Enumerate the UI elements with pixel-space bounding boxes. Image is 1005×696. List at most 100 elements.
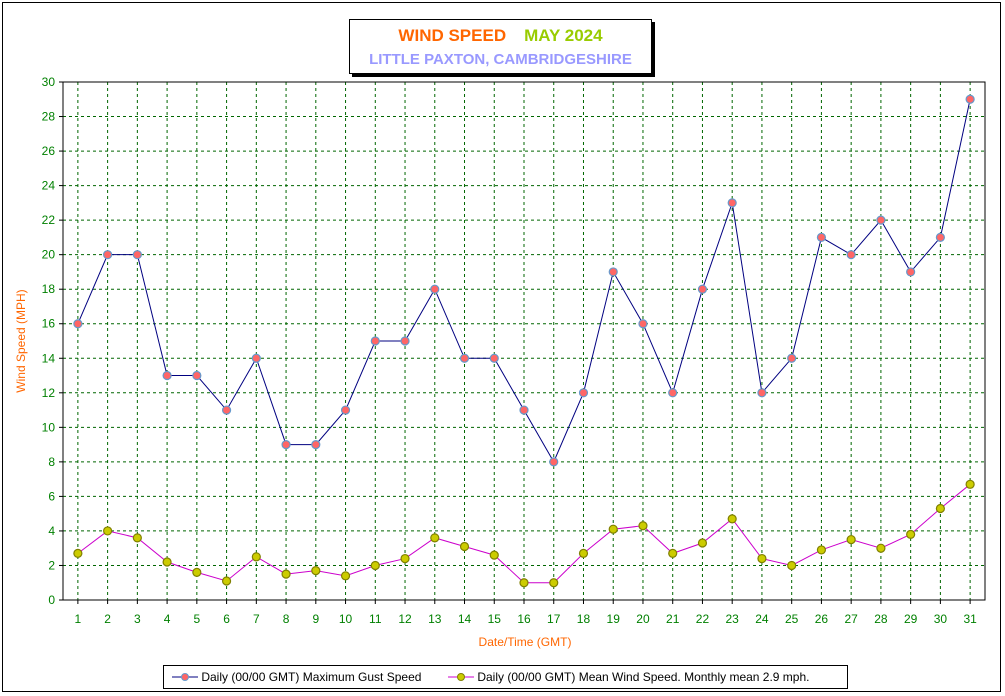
y-tick-label: 2 [48, 558, 55, 572]
y-tick-label: 30 [42, 75, 56, 89]
data-point-0 [162, 370, 172, 381]
data-point-0 [73, 319, 83, 329]
x-tick-label: 9 [312, 612, 319, 626]
data-point-1 [311, 566, 321, 576]
y-tick-label: 0 [48, 593, 55, 607]
x-tick-label: 30 [934, 612, 948, 626]
legend-item-gust: Daily (00/00 GMT) Maximum Gust Speed [172, 670, 421, 685]
data-point-0 [787, 353, 797, 363]
data-point-0 [549, 457, 559, 467]
chart-subtitle: LITTLE PAXTON, CAMBRIDGESHIRE [369, 51, 632, 68]
x-tick-label: 1 [75, 612, 82, 626]
x-tick-label: 26 [815, 612, 829, 626]
y-tick-label: 18 [42, 282, 56, 296]
data-point-0 [370, 336, 380, 346]
data-point-0 [340, 405, 351, 415]
grid [63, 81, 985, 600]
x-tick-label: 24 [755, 612, 769, 626]
y-tick-label: 6 [48, 489, 55, 503]
data-point-1 [697, 538, 708, 548]
y-tick-label: 22 [42, 213, 56, 227]
data-point-0 [846, 250, 856, 260]
x-tick-label: 8 [283, 612, 290, 626]
legend-swatch-mean [448, 672, 474, 681]
data-point-0 [727, 198, 737, 208]
x-tick-label: 29 [904, 612, 918, 626]
x-tick-label: 3 [134, 612, 141, 626]
data-point-1 [876, 543, 886, 553]
data-point-1 [73, 548, 83, 558]
y-tick-label: 28 [42, 110, 56, 124]
x-tick-label: 20 [636, 612, 650, 626]
x-tick-label: 2 [104, 612, 111, 626]
data-point-1 [608, 524, 618, 534]
x-tick-label: 25 [785, 612, 799, 626]
data-point-1 [162, 557, 172, 567]
title-period: MAY 2024 [524, 26, 603, 45]
x-tick-label: 17 [547, 612, 561, 626]
x-tick-label: 22 [696, 612, 710, 626]
data-point-1 [638, 521, 648, 531]
data-point-0 [192, 370, 202, 381]
data-point-0 [132, 250, 142, 260]
data-point-1 [935, 503, 945, 514]
data-point-1 [103, 526, 113, 536]
x-tick-label: 15 [488, 612, 502, 626]
data-point-0 [757, 388, 767, 398]
data-point-1 [430, 533, 440, 543]
x-tick-label: 21 [666, 612, 680, 626]
data-point-0 [668, 388, 678, 398]
data-point-0 [251, 353, 261, 363]
data-point-0 [221, 405, 232, 415]
data-point-0 [578, 388, 589, 398]
series [73, 94, 975, 588]
legend: Daily (00/00 GMT) Maximum Gust Speed Dai… [163, 665, 848, 689]
data-point-1 [370, 560, 380, 571]
data-point-1 [787, 560, 797, 571]
data-point-1 [757, 553, 767, 564]
data-point-1 [549, 578, 559, 588]
x-tick-label: 12 [398, 612, 412, 626]
chart-title: WIND SPEED MAY 2024 [350, 26, 651, 46]
legend-item-mean: Daily (00/00 GMT) Mean Wind Speed. Month… [448, 670, 810, 685]
data-point-1 [281, 569, 291, 579]
y-tick-label: 12 [42, 386, 56, 400]
data-point-0 [876, 215, 886, 225]
x-tick-label: 5 [193, 612, 200, 626]
data-point-1 [489, 550, 499, 560]
x-tick-label: 10 [339, 612, 353, 626]
y-tick-label: 10 [42, 420, 56, 434]
data-point-1 [906, 529, 916, 539]
data-point-0 [400, 336, 410, 346]
legend-label-gust: Daily (00/00 GMT) Maximum Gust Speed [201, 670, 422, 684]
y-tick-label: 14 [42, 351, 56, 365]
data-point-1 [727, 514, 737, 524]
data-point-1 [578, 548, 589, 558]
y-tick-label: 20 [42, 248, 56, 262]
data-point-0 [459, 353, 470, 363]
data-point-0 [697, 284, 708, 294]
y-axis-label: Wind Speed (MPH) [14, 289, 28, 392]
data-point-1 [965, 479, 975, 489]
y-tick-label: 24 [42, 179, 56, 193]
data-point-0 [816, 232, 827, 242]
x-tick-label: 4 [164, 612, 171, 626]
data-point-0 [311, 440, 321, 450]
x-tick-label: 11 [369, 612, 382, 626]
data-point-1 [340, 571, 351, 581]
data-point-0 [965, 94, 975, 104]
data-point-0 [489, 353, 499, 363]
x-tick-label: 19 [607, 612, 621, 626]
data-point-1 [816, 545, 827, 555]
x-tick-label: 18 [577, 612, 591, 626]
axes [59, 81, 986, 604]
data-point-1 [459, 541, 470, 552]
y-tick-label: 4 [48, 524, 55, 538]
data-point-0 [935, 232, 945, 242]
title-box: WIND SPEED MAY 2024 LITTLE PAXTON, CAMBRI… [349, 19, 652, 74]
data-point-1 [400, 553, 410, 564]
legend-label-mean: Daily (00/00 GMT) Mean Wind Speed. Month… [477, 670, 810, 684]
y-tick-label: 16 [42, 317, 56, 331]
